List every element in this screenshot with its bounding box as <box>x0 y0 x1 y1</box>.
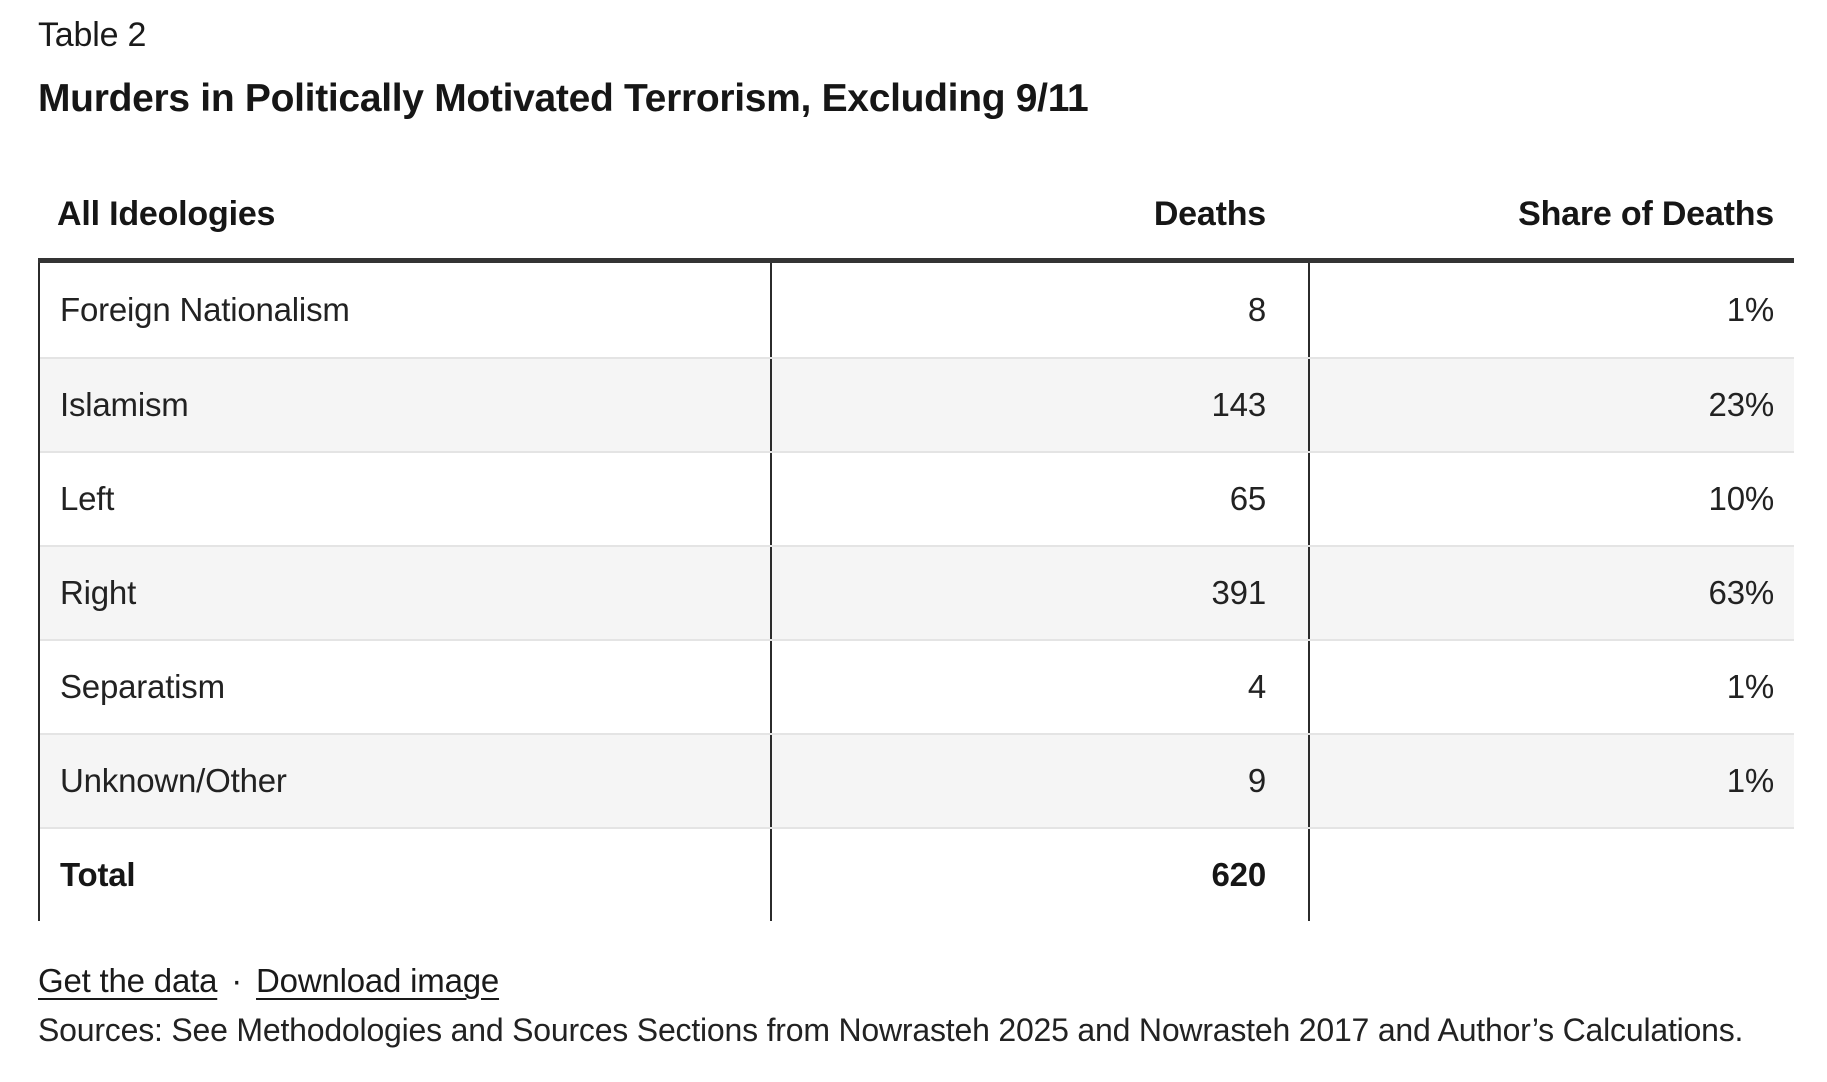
data-table: All Ideologies Deaths Share of Deaths Fo… <box>38 171 1794 921</box>
header-rule <box>38 258 1794 263</box>
total-share-cell <box>1308 829 1794 921</box>
ideology-cell: Separatism <box>60 668 225 705</box>
link-separator-dot: · <box>231 962 243 999</box>
page: Table 2 Murders in Politically Motivated… <box>0 18 1827 1050</box>
total-label-cell: Total <box>60 856 136 893</box>
table-row: Foreign Nationalism 8 1% <box>40 263 1794 357</box>
ideology-cell: Foreign Nationalism <box>60 291 350 328</box>
total-deaths-cell: 620 <box>770 829 1308 921</box>
download-image-link[interactable]: Download image <box>256 962 500 999</box>
table-row: Separatism 4 1% <box>40 639 1794 733</box>
deaths-cell: 9 <box>770 735 1308 827</box>
column-header-deaths: Deaths <box>1153 195 1266 233</box>
table-number-label: Table 2 <box>38 16 147 54</box>
get-the-data-link[interactable]: Get the data <box>38 962 218 999</box>
table-body: Foreign Nationalism 8 1% Islamism 143 23… <box>38 263 1794 921</box>
ideology-cell: Unknown/Other <box>60 762 287 799</box>
sources-note: Sources: See Methodologies and Sources S… <box>38 1012 1744 1048</box>
ideology-cell: Right <box>60 574 137 611</box>
share-cell: 63% <box>1308 547 1794 639</box>
share-cell: 1% <box>1308 263 1794 357</box>
share-cell: 23% <box>1308 359 1794 451</box>
deaths-cell: 65 <box>770 453 1308 545</box>
deaths-cell: 391 <box>770 547 1308 639</box>
column-header-ideology: All Ideologies <box>57 195 276 233</box>
footer-links: Get the data · Download image <box>38 961 1794 1001</box>
column-header-share: Share of Deaths <box>1518 195 1774 233</box>
share-cell: 1% <box>1308 735 1794 827</box>
table-row-total: Total 620 <box>40 827 1794 921</box>
ideology-cell: Islamism <box>60 386 189 423</box>
share-cell: 1% <box>1308 641 1794 733</box>
table-row: Right 391 63% <box>40 545 1794 639</box>
table-header-row: All Ideologies Deaths Share of Deaths <box>38 171 1794 258</box>
deaths-cell: 8 <box>770 263 1308 357</box>
table-row: Islamism 143 23% <box>40 357 1794 451</box>
ideology-cell: Left <box>60 480 115 517</box>
table-row: Left 65 10% <box>40 451 1794 545</box>
deaths-cell: 143 <box>770 359 1308 451</box>
deaths-cell: 4 <box>770 641 1308 733</box>
share-cell: 10% <box>1308 453 1794 545</box>
page-title: Murders in Politically Motivated Terrori… <box>38 77 1089 120</box>
table-row: Unknown/Other 9 1% <box>40 733 1794 827</box>
